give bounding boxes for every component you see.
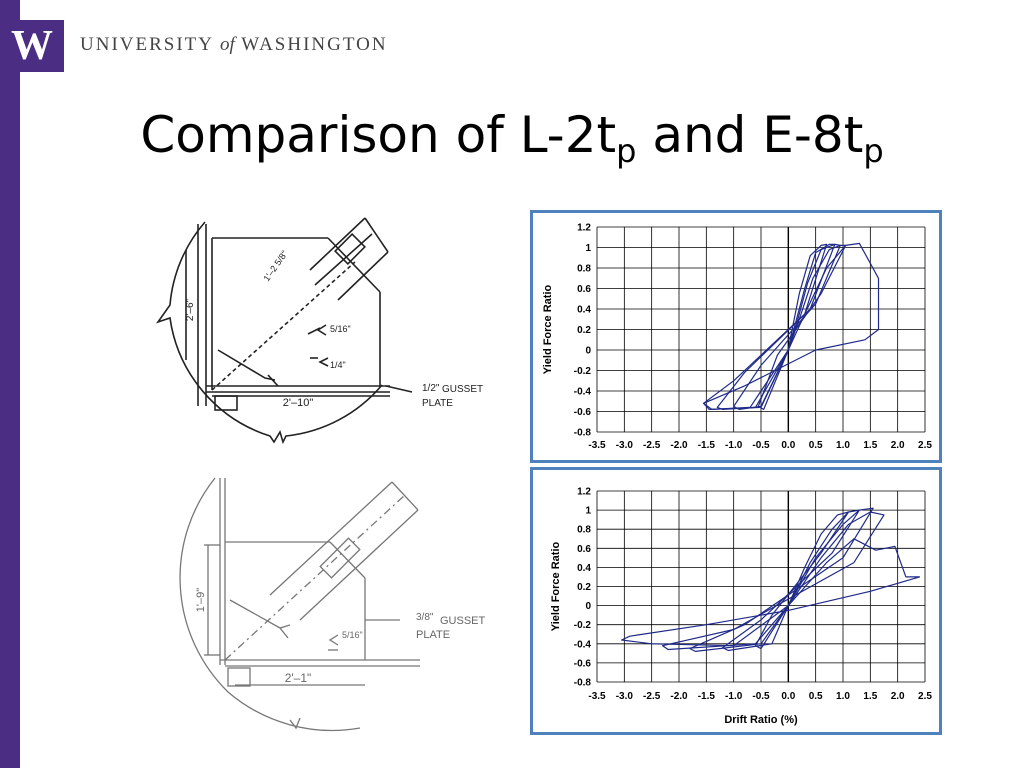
drawing-top-weld-1-4: 1/4" bbox=[330, 360, 346, 370]
y-tick-label: -0.8 bbox=[574, 678, 592, 689]
x-tick-label: -1.5 bbox=[698, 691, 716, 702]
y-tick-label: 0 bbox=[585, 601, 591, 612]
x-tick-label: -2.0 bbox=[670, 440, 688, 451]
drawing-top-dim-length: 2'–10" bbox=[283, 397, 314, 409]
university-wordmark: UNIVERSITY of WASHINGTON bbox=[80, 34, 388, 56]
y-tick-label: 1.2 bbox=[577, 223, 591, 234]
uw-logo-icon: W bbox=[0, 20, 64, 72]
y-tick-label: 1.2 bbox=[577, 487, 591, 498]
x-tick-label: -2.5 bbox=[643, 440, 661, 451]
x-tick-label: 1.0 bbox=[836, 440, 850, 451]
x-tick-label: -1.0 bbox=[725, 440, 743, 451]
x-tick-label: -3.5 bbox=[588, 440, 606, 451]
drawing-bottom-plate-thickness: 3/8" bbox=[416, 612, 434, 623]
of-word: of bbox=[220, 34, 235, 55]
y-tick-label: 0.2 bbox=[577, 325, 591, 336]
hysteresis-chart-bottom-svg: -3.5 -3.0 -2.5 -2.0 -1.5 -1.0 -0.5 0.0 0.5 1.0 1.5… bbox=[550, 487, 932, 727]
x-axis-label: Drift Ratio (%) bbox=[724, 714, 798, 726]
hysteresis-chart-bottom: -3.5 -3.0 -2.5 -2.0 -1.5 -1.0 -0.5 0.0 0.5 1.0 1.5… bbox=[530, 467, 942, 735]
drawing-bottom-dim-length: 2'–1" bbox=[285, 671, 312, 685]
y-tick-label: -0.4 bbox=[574, 387, 592, 398]
x-tick-label: 0.0 bbox=[781, 440, 795, 451]
x-tick-label: -2.5 bbox=[643, 691, 661, 702]
drawing-top-plate-label: PLATE bbox=[422, 398, 453, 409]
gusset-drawing-bottom: 1'–9" 2'–1" 5/16" 3/8" GUSSET PLATE bbox=[179, 477, 486, 732]
x-tick-label: 1.0 bbox=[836, 691, 850, 702]
drawing-top-dim-diag: 1'–2 5/8" bbox=[261, 249, 289, 283]
y-tick-label: 0.4 bbox=[577, 305, 591, 316]
x-tick-label: -1.5 bbox=[698, 440, 716, 451]
hysteresis-chart-top: -3.5 -3.0 -2.5 -2.0 -1.5 -1.0 -0.5 0.0 0.5 1.0 1.5… bbox=[530, 210, 942, 463]
x-tick-label: 2.0 bbox=[891, 691, 905, 702]
x-tick-label: -3.5 bbox=[588, 691, 606, 702]
y-axis-label: Yield Force Ratio bbox=[550, 542, 562, 632]
drawing-top-dim-height: 2'–6" bbox=[185, 298, 196, 321]
y-tick-label: -0.4 bbox=[574, 639, 592, 650]
x-tick-label: 1.5 bbox=[863, 440, 877, 451]
x-tick-label: -3.0 bbox=[616, 440, 634, 451]
y-tick-label: 1 bbox=[585, 506, 591, 517]
y-tick-label: -0.6 bbox=[574, 407, 592, 418]
y-tick-label: 0.4 bbox=[577, 563, 591, 574]
x-tick-label: -0.5 bbox=[752, 440, 770, 451]
drawing-top-plate-thickness: 1/2" bbox=[422, 383, 440, 394]
y-tick-label: 0.8 bbox=[577, 525, 591, 536]
hysteresis-loop-3 bbox=[716, 243, 836, 410]
y-tick-label: 0.6 bbox=[577, 284, 591, 295]
x-tick-label: 2.5 bbox=[918, 691, 932, 702]
hysteresis-chart-top-svg: -3.5 -3.0 -2.5 -2.0 -1.5 -1.0 -0.5 0.0 0.5 1.0 1.5… bbox=[542, 223, 932, 452]
university-word: UNIVERSITY bbox=[80, 34, 214, 55]
hysteresis-loop-1 bbox=[754, 511, 850, 650]
x-tick-label: -0.5 bbox=[752, 691, 770, 702]
x-tick-label: 0.5 bbox=[809, 691, 823, 702]
y-tick-label: 0.6 bbox=[577, 544, 591, 555]
hysteresis-loop-5 bbox=[620, 538, 921, 647]
x-tick-label: 1.5 bbox=[863, 691, 877, 702]
drawing-bottom-brace bbox=[269, 481, 419, 621]
hysteresis-loop-2 bbox=[733, 243, 841, 410]
hysteresis-loop-2 bbox=[722, 509, 860, 652]
title-part2: and E-8t bbox=[636, 106, 864, 164]
drawing-bottom-weld-5-16: 5/16" bbox=[342, 630, 363, 640]
hysteresis-loop-5 bbox=[703, 242, 880, 410]
x-tick-label: 2.5 bbox=[918, 440, 932, 451]
hysteresis-loop-4 bbox=[662, 511, 885, 651]
title-sub2: p bbox=[863, 132, 884, 170]
slide-title: Comparison of L-2tp and E-8tp bbox=[0, 106, 1024, 170]
brand-sidebar-bar bbox=[0, 0, 20, 768]
drawing-bottom-gusset-label: GUSSET bbox=[440, 615, 486, 627]
y-tick-label: -0.6 bbox=[574, 658, 592, 669]
hysteresis-loop-4 bbox=[703, 243, 828, 410]
drawing-bottom-boundary-arc bbox=[179, 477, 361, 732]
y-tick-label: -0.2 bbox=[574, 366, 592, 377]
y-tick-label: 1 bbox=[585, 243, 591, 254]
drawing-top-brace bbox=[309, 217, 389, 301]
y-tick-label: 0.8 bbox=[577, 264, 591, 275]
x-tick-label: 2.0 bbox=[891, 440, 905, 451]
title-part1: Comparison of L-2t bbox=[140, 106, 617, 164]
x-tick-label: -3.0 bbox=[616, 691, 634, 702]
x-tick-label: -1.0 bbox=[725, 691, 743, 702]
drawing-top-weld-5-16: 5/16" bbox=[330, 324, 351, 334]
drawing-bottom-plate-label: PLATE bbox=[416, 629, 450, 641]
washington-word: WASHINGTON bbox=[241, 34, 388, 55]
x-tick-label: 0.5 bbox=[809, 440, 823, 451]
title-sub1: p bbox=[616, 132, 637, 170]
y-tick-label: -0.8 bbox=[574, 428, 592, 439]
drawing-top-boundary-arc bbox=[155, 221, 383, 445]
drawing-top-gusset-label: GUSSET bbox=[442, 384, 483, 395]
y-tick-label: -0.2 bbox=[574, 620, 592, 631]
x-tick-label: -2.0 bbox=[670, 691, 688, 702]
y-axis-label: Yield Force Ratio bbox=[542, 285, 554, 375]
x-tick-label: 0.0 bbox=[781, 691, 795, 702]
gusset-drawing-top: 2'–6" 2'–10" 1'–2 5/8" 5/16" 1/4" 1/2" G… bbox=[155, 217, 483, 445]
hysteresis-loop-3 bbox=[689, 507, 874, 652]
y-tick-label: 0 bbox=[585, 346, 591, 357]
y-tick-label: 0.2 bbox=[577, 582, 591, 593]
drawing-bottom-dim-height: 1'–9" bbox=[195, 588, 207, 612]
